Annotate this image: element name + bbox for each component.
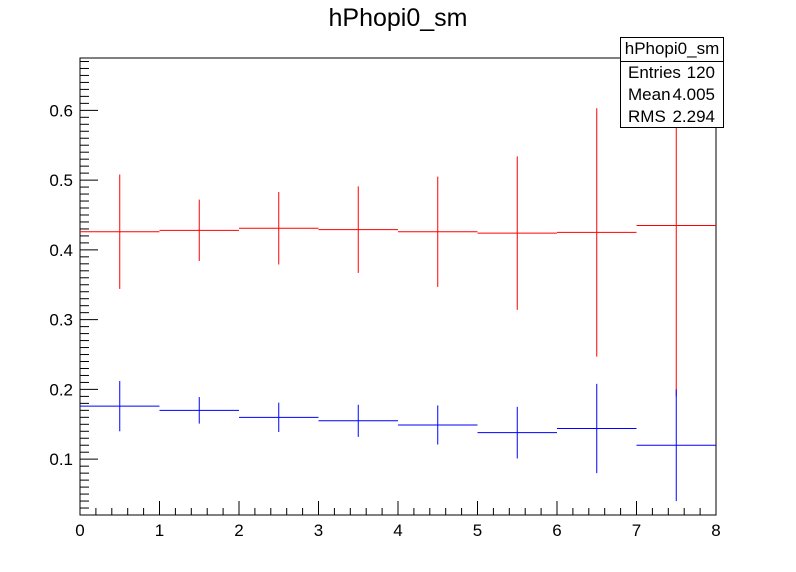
axes-layer: 0 1 2 3 4 5 6 7 8 0.1 0.2 0.3 0.4 0.5 0.6 xyxy=(49,60,721,540)
stats-row-entries: Entries 120 xyxy=(621,62,723,84)
y-tick-label: 0.4 xyxy=(49,241,73,260)
x-tick-label: 8 xyxy=(711,521,720,540)
x-tick-label: 2 xyxy=(234,521,243,540)
y-tick-label: 0.2 xyxy=(49,380,73,399)
stats-entries-value: 120 xyxy=(686,63,715,82)
y-tick-label: 0.3 xyxy=(49,311,73,330)
chart-title: hPhopi0_sm xyxy=(328,4,468,32)
x-tick-label: 1 xyxy=(155,521,164,540)
y-tick-label: 0.1 xyxy=(49,450,73,469)
x-tick-label: 5 xyxy=(473,521,482,540)
x-tick-label: 3 xyxy=(314,521,323,540)
series-layer xyxy=(80,54,716,502)
stats-rms-label: RMS xyxy=(628,107,666,126)
stats-rms-value: 2.294 xyxy=(672,107,715,126)
series-2 xyxy=(80,381,716,502)
stats-row-mean: Mean 4.005 xyxy=(621,84,723,106)
y-tick-label: 0.6 xyxy=(49,101,73,120)
stats-title: hPhopi0_sm xyxy=(621,38,723,62)
stats-entries-label: Entries xyxy=(628,63,681,82)
x-tick-label: 0 xyxy=(75,521,84,540)
stats-mean-label: Mean xyxy=(628,85,671,104)
stats-mean-value: 4.005 xyxy=(672,85,715,104)
stats-row-rms: RMS 2.294 xyxy=(621,106,723,128)
x-tick-label: 7 xyxy=(632,521,641,540)
y-tick-label: 0.5 xyxy=(49,171,73,190)
x-tick-label: 4 xyxy=(393,521,402,540)
stats-box: hPhopi0_sm Entries 120 Mean 4.005 RMS 2.… xyxy=(620,37,724,128)
x-tick-label: 6 xyxy=(552,521,561,540)
